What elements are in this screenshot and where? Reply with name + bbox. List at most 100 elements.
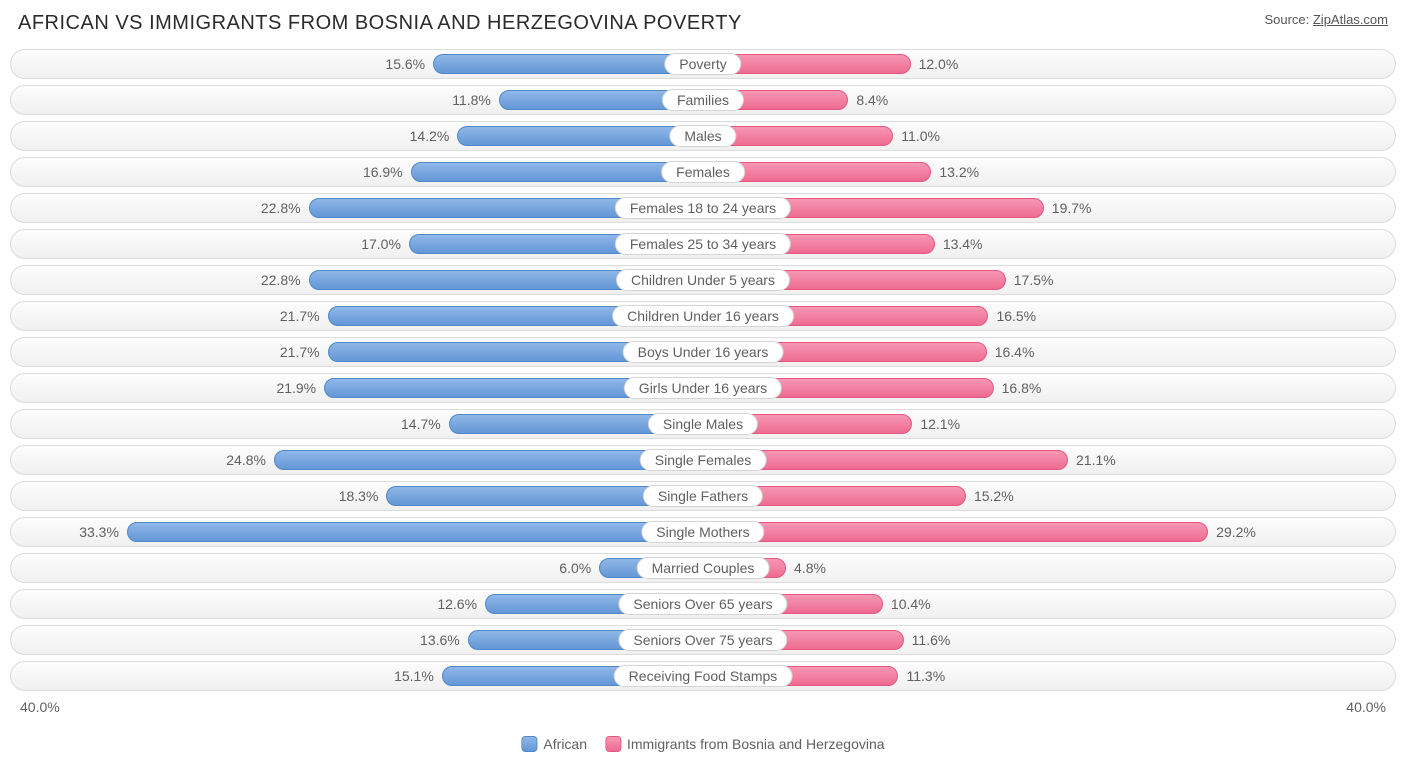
right-value-label: 8.4%: [848, 92, 896, 108]
left-bar: [433, 54, 703, 74]
category-label: Single Mothers: [641, 521, 764, 543]
right-half: 16.8%: [703, 374, 1395, 402]
chart-row: 6.0% 4.8% Married Couples: [10, 553, 1396, 583]
left-half: 17.0%: [11, 230, 703, 258]
legend: African Immigrants from Bosnia and Herze…: [521, 736, 884, 752]
category-label: Boys Under 16 years: [623, 341, 784, 363]
left-half: 14.7%: [11, 410, 703, 438]
right-half: 16.5%: [703, 302, 1395, 330]
right-half: 11.3%: [703, 662, 1395, 690]
left-half: 13.6%: [11, 626, 703, 654]
chart-row: 15.6% 12.0% Poverty: [10, 49, 1396, 79]
chart-row: 21.9% 16.8% Girls Under 16 years: [10, 373, 1396, 403]
legend-label-left: African: [543, 736, 587, 752]
category-label: Receiving Food Stamps: [614, 665, 793, 687]
category-label: Seniors Over 65 years: [618, 593, 787, 615]
right-value-label: 13.4%: [935, 236, 991, 252]
chart-row: 18.3% 15.2%Single Fathers: [10, 481, 1396, 511]
butterfly-chart: 15.6% 12.0% Poverty 11.8% 8.4% Families 14.2% 1…: [10, 49, 1396, 691]
left-value-label: 21.9%: [268, 380, 324, 396]
left-half: 14.2%: [11, 122, 703, 150]
source-link[interactable]: ZipAtlas.com: [1313, 12, 1388, 27]
right-half: 17.5%: [703, 266, 1395, 294]
axis-right-max: 40.0%: [1346, 699, 1386, 715]
category-label: Females: [661, 161, 745, 183]
left-half: 12.6%: [11, 590, 703, 618]
category-label: Seniors Over 75 years: [618, 629, 787, 651]
chart-row: 16.9% 13.2%Females: [10, 157, 1396, 187]
right-value-label: 12.1%: [912, 416, 968, 432]
axis-left-max: 40.0%: [20, 699, 60, 715]
left-value-label: 14.2%: [402, 128, 458, 144]
right-half: 29.2%: [703, 518, 1395, 546]
source-prefix: Source:: [1264, 12, 1312, 27]
right-value-label: 19.7%: [1044, 200, 1100, 216]
right-value-label: 21.1%: [1068, 452, 1124, 468]
left-bar: [274, 450, 703, 470]
left-value-label: 17.0%: [353, 236, 409, 252]
chart-row: 14.7%12.1%Single Males: [10, 409, 1396, 439]
right-half: 4.8%: [703, 554, 1395, 582]
legend-swatch-pink: [605, 736, 621, 752]
left-value-label: 13.6%: [412, 632, 468, 648]
right-half: 13.2%: [703, 158, 1395, 186]
right-value-label: 29.2%: [1208, 524, 1264, 540]
right-value-label: 16.5%: [988, 308, 1044, 324]
category-label: Females 18 to 24 years: [615, 197, 791, 219]
category-label: Poverty: [664, 53, 741, 75]
category-label: Girls Under 16 years: [624, 377, 782, 399]
right-half: 8.4%: [703, 86, 1395, 114]
category-label: Children Under 16 years: [612, 305, 794, 327]
right-value-label: 11.3%: [898, 668, 953, 684]
left-value-label: 33.3%: [71, 524, 127, 540]
chart-row: 12.6% 10.4% Seniors Over 65 years: [10, 589, 1396, 619]
right-value-label: 12.0%: [911, 56, 967, 72]
left-half: 21.7%: [11, 302, 703, 330]
left-value-label: 16.9%: [355, 164, 411, 180]
category-label: Children Under 5 years: [616, 269, 790, 291]
left-half: 11.8%: [11, 86, 703, 114]
left-value-label: 18.3%: [331, 488, 387, 504]
right-half: 13.4%: [703, 230, 1395, 258]
right-half: 15.2%: [703, 482, 1395, 510]
right-value-label: 4.8%: [786, 560, 834, 576]
category-label: Single Fathers: [643, 485, 763, 507]
left-value-label: 14.7%: [393, 416, 449, 432]
left-bar: [127, 522, 703, 542]
left-value-label: 24.8%: [218, 452, 274, 468]
chart-title: AFRICAN VS IMMIGRANTS FROM BOSNIA AND HE…: [18, 12, 742, 35]
legend-item-left: African: [521, 736, 587, 752]
left-value-label: 21.7%: [272, 308, 328, 324]
right-value-label: 11.0%: [893, 128, 948, 144]
chart-row: 15.1% 11.3% Receiving Food Stamps: [10, 661, 1396, 691]
right-value-label: 10.4%: [883, 596, 939, 612]
left-bar: [457, 126, 703, 146]
category-label: Females 25 to 34 years: [615, 233, 791, 255]
right-half: 11.0%: [703, 122, 1395, 150]
category-label: Families: [662, 89, 744, 111]
right-value-label: 16.8%: [994, 380, 1050, 396]
chart-row: 14.2%11.0%Males: [10, 121, 1396, 151]
chart-row: 11.8% 8.4% Families: [10, 85, 1396, 115]
left-value-label: 6.0%: [551, 560, 599, 576]
category-label: Married Couples: [637, 557, 770, 579]
chart-row: 21.7% 16.5% Children Under 16 years: [10, 301, 1396, 331]
chart-row: 22.8% 19.7% Females 18 to 24 years: [10, 193, 1396, 223]
right-half: 12.0%: [703, 50, 1395, 78]
right-half: 21.1%: [703, 446, 1395, 474]
left-half: 21.9%: [11, 374, 703, 402]
left-half: 15.6%: [11, 50, 703, 78]
left-half: 21.7%: [11, 338, 703, 366]
left-half: 15.1%: [11, 662, 703, 690]
right-value-label: 17.5%: [1006, 272, 1062, 288]
left-value-label: 21.7%: [272, 344, 328, 360]
left-value-label: 12.6%: [429, 596, 485, 612]
right-bar: [703, 522, 1208, 542]
legend-swatch-blue: [521, 736, 537, 752]
source-attribution: Source: ZipAtlas.com: [1264, 12, 1388, 27]
left-bar: [411, 162, 703, 182]
right-half: 10.4%: [703, 590, 1395, 618]
right-value-label: 11.6%: [904, 632, 959, 648]
left-value-label: 22.8%: [253, 200, 309, 216]
right-half: 11.6%: [703, 626, 1395, 654]
